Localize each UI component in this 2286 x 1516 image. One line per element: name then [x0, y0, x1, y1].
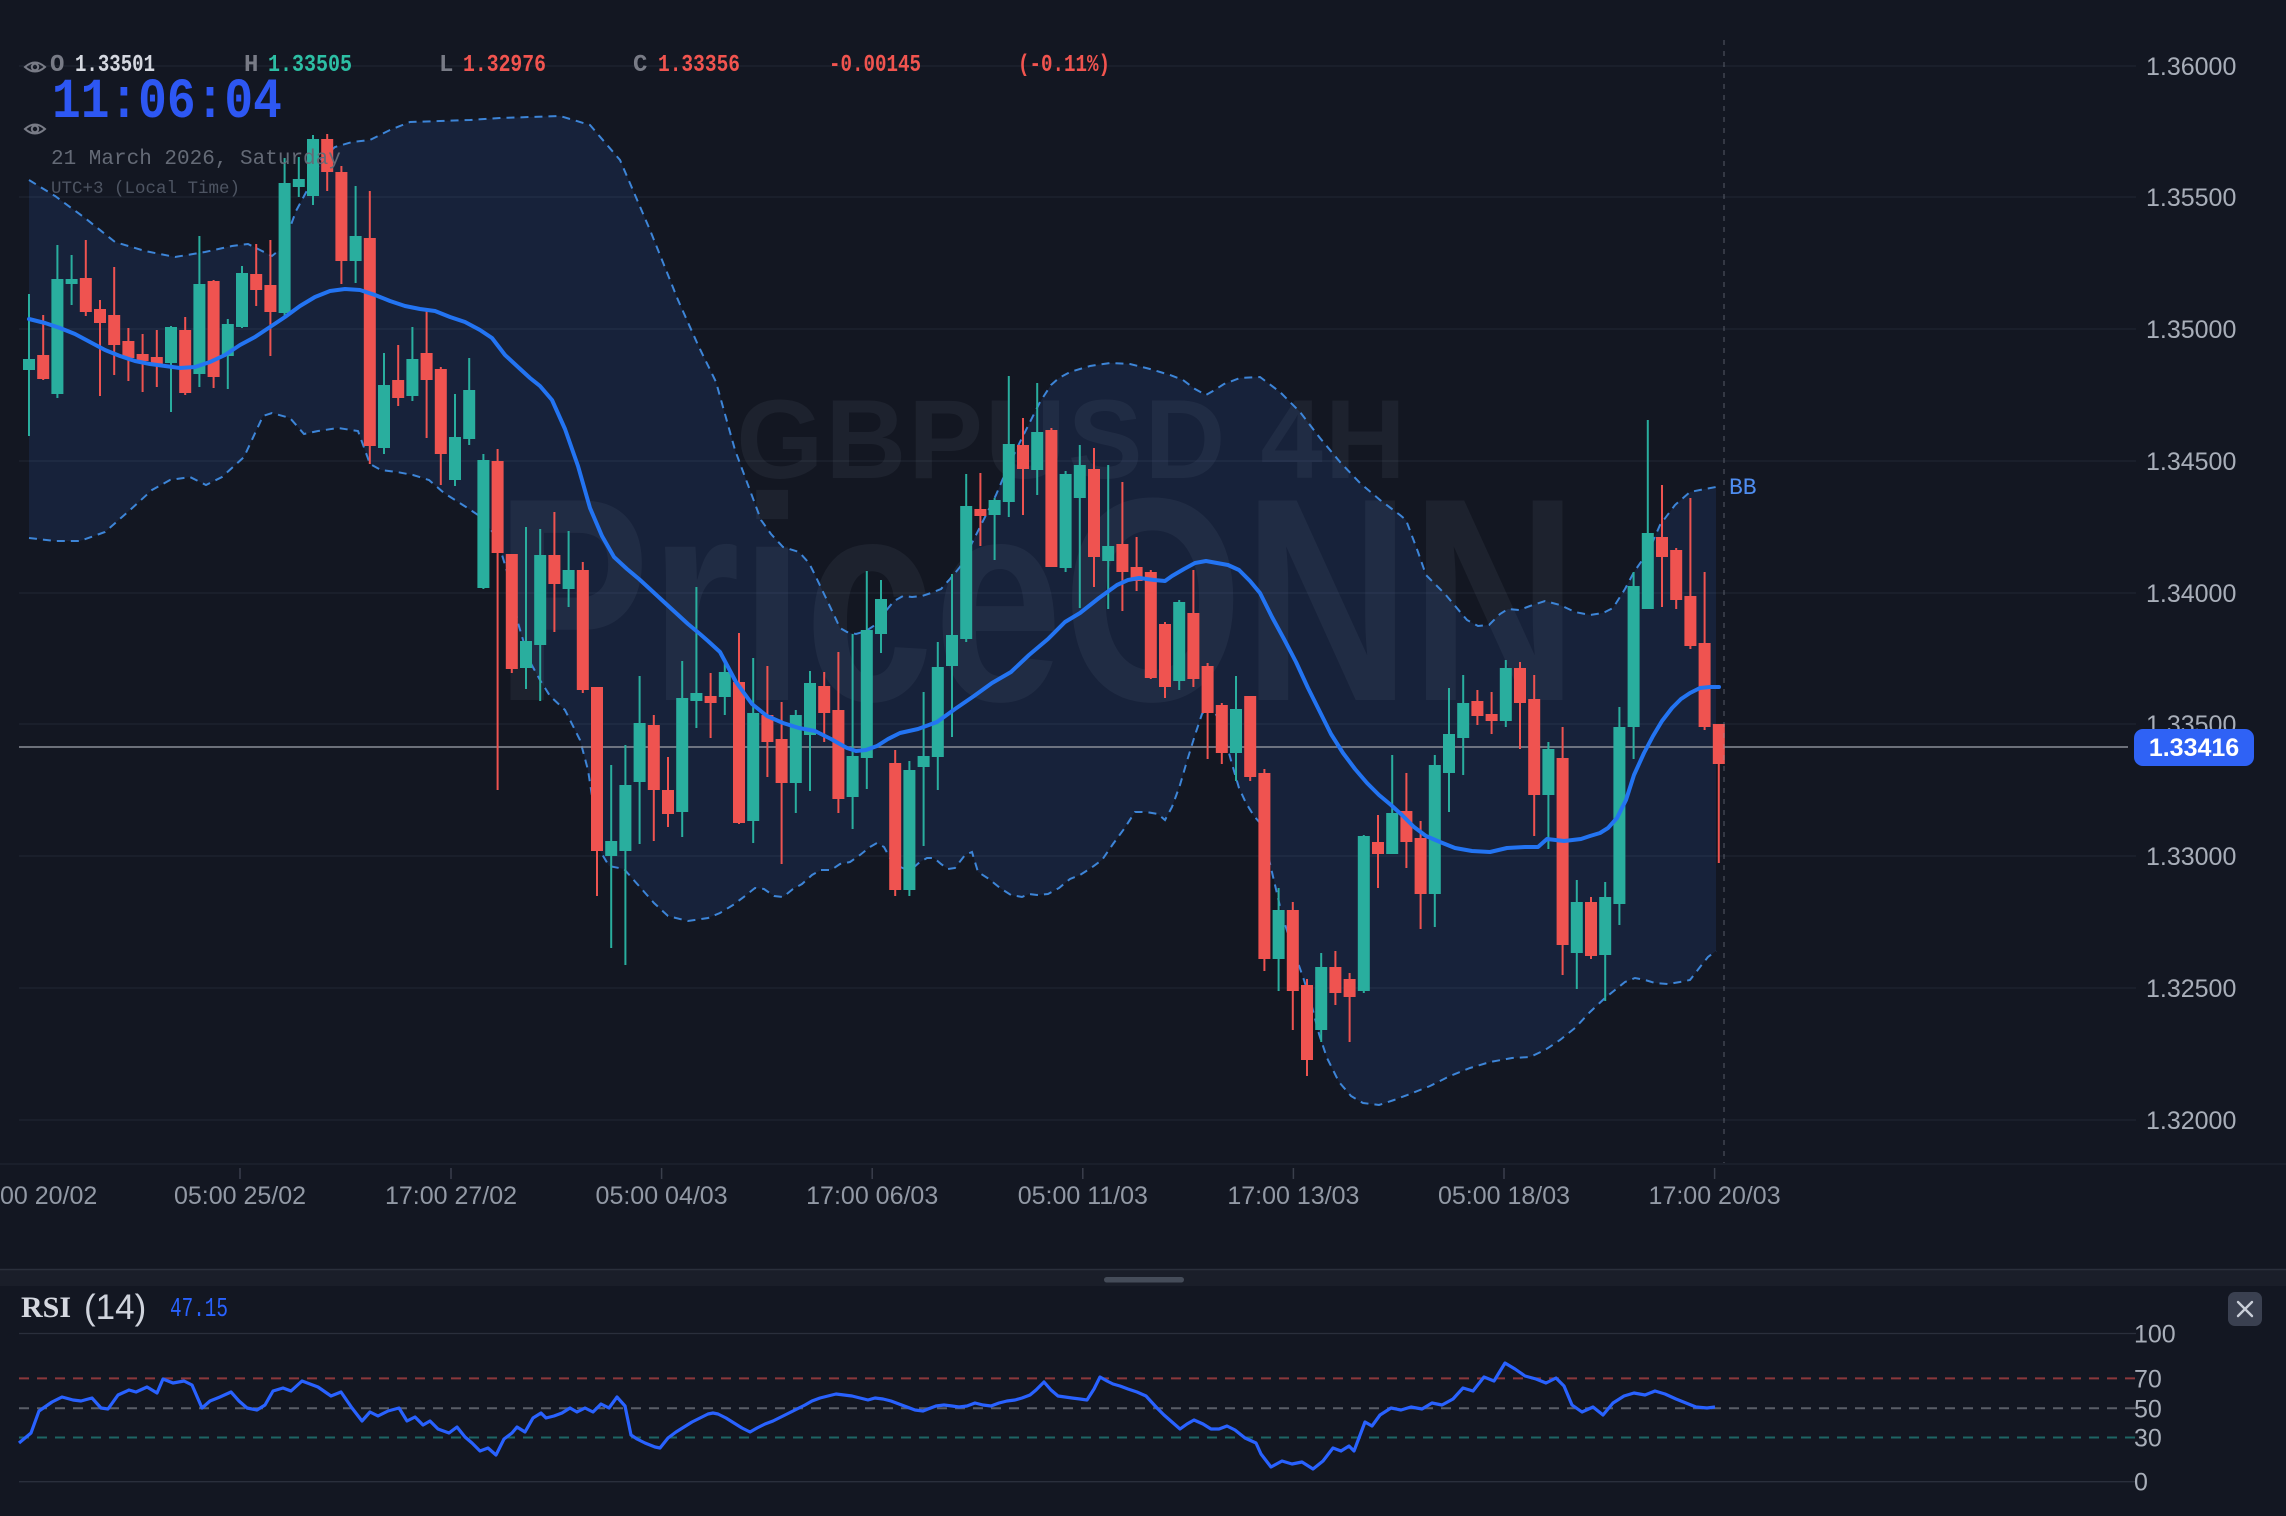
- svg-text:47.15: 47.15: [170, 1295, 228, 1325]
- svg-text:05:00 18/03: 05:00 18/03: [1438, 1182, 1570, 1210]
- svg-text:(-0.11%): (-0.11%): [1018, 52, 1110, 79]
- svg-text:05:00 25/02: 05:00 25/02: [174, 1182, 306, 1210]
- svg-text:17:00 20/03: 17:00 20/03: [1649, 1182, 1781, 1210]
- svg-text:H: H: [244, 52, 258, 79]
- svg-text:1.32976: 1.32976: [463, 52, 546, 79]
- svg-text:05:00 11/03: 05:00 11/03: [1018, 1182, 1148, 1210]
- svg-text:1.33000: 1.33000: [2146, 843, 2236, 871]
- svg-text:30: 30: [2134, 1425, 2162, 1453]
- svg-text:1.34000: 1.34000: [2146, 580, 2236, 608]
- svg-text:1.32000: 1.32000: [2146, 1107, 2236, 1135]
- svg-text:1.36000: 1.36000: [2146, 53, 2236, 81]
- svg-text:RSI: RSI: [21, 1291, 71, 1324]
- svg-text:11:06:04: 11:06:04: [52, 69, 282, 134]
- svg-text:O: O: [50, 52, 64, 79]
- svg-text:21 March 2026, Saturday: 21 March 2026, Saturday: [51, 148, 341, 171]
- svg-text:0: 0: [2134, 1469, 2148, 1497]
- svg-text:C: C: [633, 52, 647, 79]
- svg-text:100: 100: [2134, 1321, 2176, 1349]
- svg-text:17:00 06/03: 17:00 06/03: [806, 1182, 938, 1210]
- svg-text:17:00 13/03: 17:00 13/03: [1227, 1182, 1359, 1210]
- svg-text:70: 70: [2134, 1365, 2162, 1393]
- svg-text:05:00 04/03: 05:00 04/03: [596, 1182, 728, 1210]
- svg-text:1.35000: 1.35000: [2146, 316, 2236, 344]
- svg-text:1.33505: 1.33505: [268, 52, 352, 79]
- svg-text:-0.00145: -0.00145: [829, 52, 921, 79]
- svg-text:UTC+3 (Local Time): UTC+3 (Local Time): [51, 179, 240, 199]
- svg-text:1.33501: 1.33501: [75, 52, 155, 79]
- svg-text:BB: BB: [1729, 475, 1757, 501]
- svg-text:1.33356: 1.33356: [658, 52, 740, 79]
- svg-text:50: 50: [2134, 1395, 2162, 1423]
- svg-text:17:00 27/02: 17:00 27/02: [385, 1182, 517, 1210]
- svg-text:1.35500: 1.35500: [2146, 184, 2236, 212]
- svg-text:1.33416: 1.33416: [2149, 734, 2239, 762]
- svg-text:1.32500: 1.32500: [2146, 975, 2236, 1003]
- svg-text:00 20/02: 00 20/02: [0, 1182, 97, 1210]
- svg-text:(14): (14): [84, 1288, 146, 1327]
- svg-text:1.34500: 1.34500: [2146, 448, 2236, 476]
- svg-text:L: L: [439, 52, 453, 79]
